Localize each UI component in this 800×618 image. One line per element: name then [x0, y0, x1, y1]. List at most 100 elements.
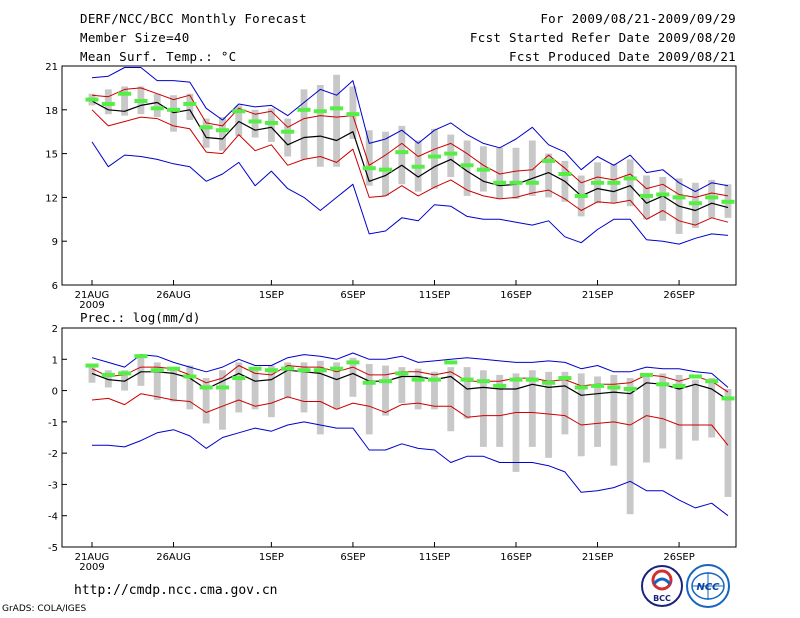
member-box — [675, 374, 683, 460]
median-marker — [542, 380, 556, 385]
median-marker — [427, 154, 441, 159]
ncc-logo-text: NCC — [696, 582, 720, 593]
median-marker — [509, 377, 523, 382]
median-marker — [558, 172, 572, 177]
median-marker — [362, 380, 376, 385]
y-tick-label: 18 — [45, 106, 58, 117]
member-box — [104, 89, 112, 115]
median-marker — [167, 107, 181, 112]
median-marker — [427, 377, 441, 382]
member-box — [691, 379, 699, 441]
y-tick-label: -1 — [48, 418, 58, 429]
y-tick-label: 2 — [52, 324, 58, 335]
median-marker — [705, 195, 719, 200]
lower-line — [91, 393, 729, 446]
member-box — [251, 109, 259, 138]
median-marker — [721, 199, 735, 204]
member-box — [235, 105, 243, 137]
member-box — [219, 117, 226, 151]
member-box — [447, 134, 455, 177]
member-box — [431, 128, 438, 189]
median-marker — [525, 180, 539, 185]
bcc-logo-text: BCC — [653, 594, 671, 603]
median-marker — [509, 180, 523, 185]
y-tick-label: 12 — [45, 193, 58, 204]
median-marker — [232, 109, 246, 114]
median-marker — [264, 120, 278, 125]
median-marker — [411, 377, 425, 382]
median-marker — [688, 374, 702, 379]
median-marker — [574, 193, 588, 198]
member-box — [691, 182, 699, 229]
median-marker — [476, 379, 490, 384]
forecast-period-label: For 2009/08/21-2009/09/29 — [540, 11, 736, 26]
member-box — [186, 93, 194, 121]
website-url[interactable]: http://cmdp.ncc.cma.gov.cn — [74, 583, 278, 598]
median-marker — [101, 101, 115, 106]
median-marker — [134, 99, 148, 104]
x-tick-label: 21SEP — [582, 290, 613, 301]
y-tick-label: -2 — [48, 449, 58, 460]
member-box — [708, 378, 716, 438]
x-tick-label: 21AUG — [75, 290, 110, 301]
mean-line — [91, 100, 729, 212]
median-marker — [232, 376, 246, 381]
x-tick-label: 26AUG — [156, 552, 191, 563]
bcc-logo: BCC — [641, 565, 683, 607]
median-marker — [134, 354, 148, 359]
x-tick-label: 26AUG — [156, 290, 191, 301]
median-marker — [199, 385, 213, 390]
median-marker — [379, 379, 393, 384]
median-marker — [379, 167, 393, 172]
median-marker — [558, 376, 572, 381]
median-marker — [639, 193, 653, 198]
grads-credit: GrADS: COLA/IGES — [2, 604, 87, 614]
median-marker — [607, 385, 621, 390]
ncc-logo: NCC — [686, 564, 730, 608]
upper-line — [91, 365, 729, 393]
y-tick-label: -3 — [48, 480, 58, 491]
member-box — [235, 362, 243, 413]
member-box — [414, 368, 422, 410]
min-line — [92, 421, 729, 517]
median-marker — [542, 158, 556, 163]
median-marker — [411, 164, 425, 169]
member-box — [382, 131, 389, 196]
lower-line — [91, 109, 729, 226]
forecast-produced-label: Fcst Produced Date 2009/08/21 — [509, 49, 736, 64]
median-marker — [167, 366, 181, 371]
member-box — [365, 363, 373, 435]
median-marker — [264, 368, 278, 373]
prec-panel-title: Prec.: log(mm/d) — [80, 310, 200, 325]
median-marker — [607, 180, 621, 185]
member-box — [398, 125, 406, 185]
median-marker — [313, 109, 327, 114]
member-size-label: Member Size=40 — [80, 30, 190, 45]
y-tick-label: 9 — [52, 237, 58, 248]
median-marker — [688, 201, 702, 206]
member-box — [202, 378, 210, 424]
member-box — [365, 130, 373, 186]
median-marker — [183, 374, 197, 379]
x-tick-label: 6SEP — [340, 290, 365, 301]
x-tick-label: 26SEP — [663, 290, 694, 301]
x-tick-label: 1SEP — [259, 552, 284, 563]
member-box — [431, 371, 438, 410]
member-box — [545, 371, 553, 458]
median-marker — [672, 195, 686, 200]
median-marker — [574, 385, 588, 390]
member-box — [121, 370, 129, 391]
median-marker — [476, 167, 490, 172]
member-box — [267, 365, 275, 418]
mean-line — [91, 369, 729, 401]
median-marker — [591, 180, 605, 185]
member-box — [724, 389, 732, 497]
member-box — [170, 367, 177, 402]
upper-line — [91, 87, 729, 198]
median-marker — [493, 383, 507, 388]
y-tick-label: -4 — [48, 512, 58, 523]
y-tick-label: 0 — [52, 387, 58, 398]
chart-title: DERF/NCC/BCC Monthly Forecast — [80, 11, 307, 26]
x-tick-label: 16SEP — [500, 552, 531, 563]
